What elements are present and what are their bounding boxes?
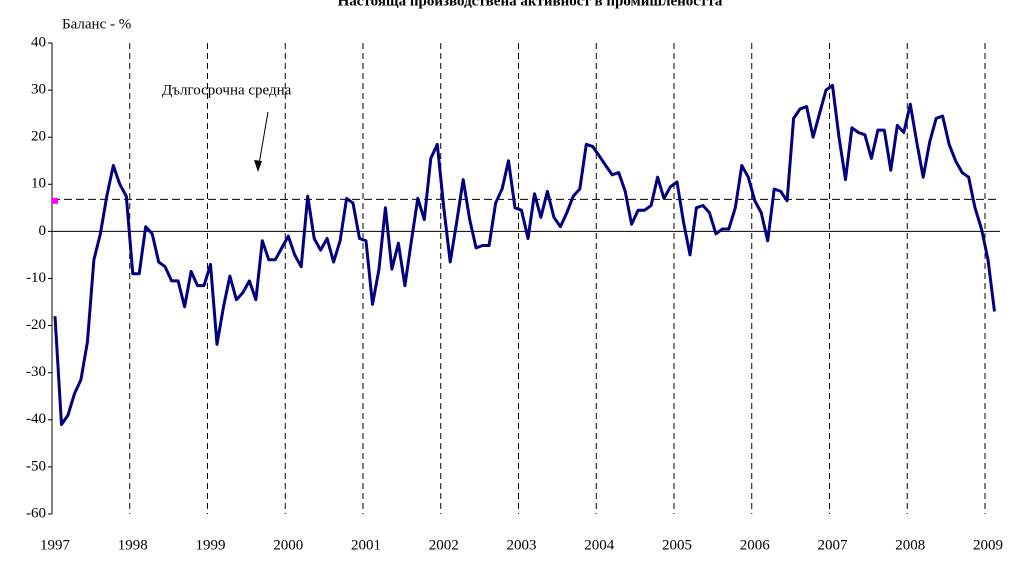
marker [52, 197, 58, 204]
x-tick-label: 2007 [818, 537, 849, 553]
y-tick-label: -40 [26, 411, 46, 427]
y-tick-label: -30 [26, 364, 46, 380]
y-tick-label: 20 [31, 129, 46, 145]
x-tick-label: 2009 [973, 537, 1003, 553]
annotation-arrow [257, 111, 269, 171]
x-tick-label: 2004 [584, 537, 615, 553]
y-tick-label: -60 [26, 505, 46, 521]
arrow-head [254, 160, 262, 172]
series-line [53, 83, 996, 426]
y-tick-label: -20 [26, 317, 46, 333]
x-tick-label: 1997 [40, 537, 71, 553]
y-tick-label: 0 [39, 223, 47, 239]
x-tick-label: 2005 [662, 537, 692, 553]
x-tick-label: 2002 [429, 537, 459, 553]
x-tick-label: 1998 [118, 537, 148, 553]
x-tick-label: 2003 [507, 537, 537, 553]
x-tick-label: 2001 [351, 537, 381, 553]
x-tick-label: 1999 [196, 537, 226, 553]
y-axis-label: Баланс - % [62, 16, 131, 32]
x-tick-label: 2008 [895, 537, 925, 553]
y-tick-label: 30 [31, 82, 46, 98]
average-label: Дългосрочна средна [162, 82, 292, 98]
chart-title: Настояща производствена активност в пром… [338, 0, 723, 9]
y-tick-label: -50 [26, 458, 46, 474]
y-tick-label: 40 [31, 34, 46, 50]
x-tick-label: 2000 [273, 537, 303, 553]
y-tick-label: -10 [26, 270, 46, 286]
y-tick-label: 10 [31, 176, 46, 192]
x-tick-label: 2006 [740, 537, 771, 553]
